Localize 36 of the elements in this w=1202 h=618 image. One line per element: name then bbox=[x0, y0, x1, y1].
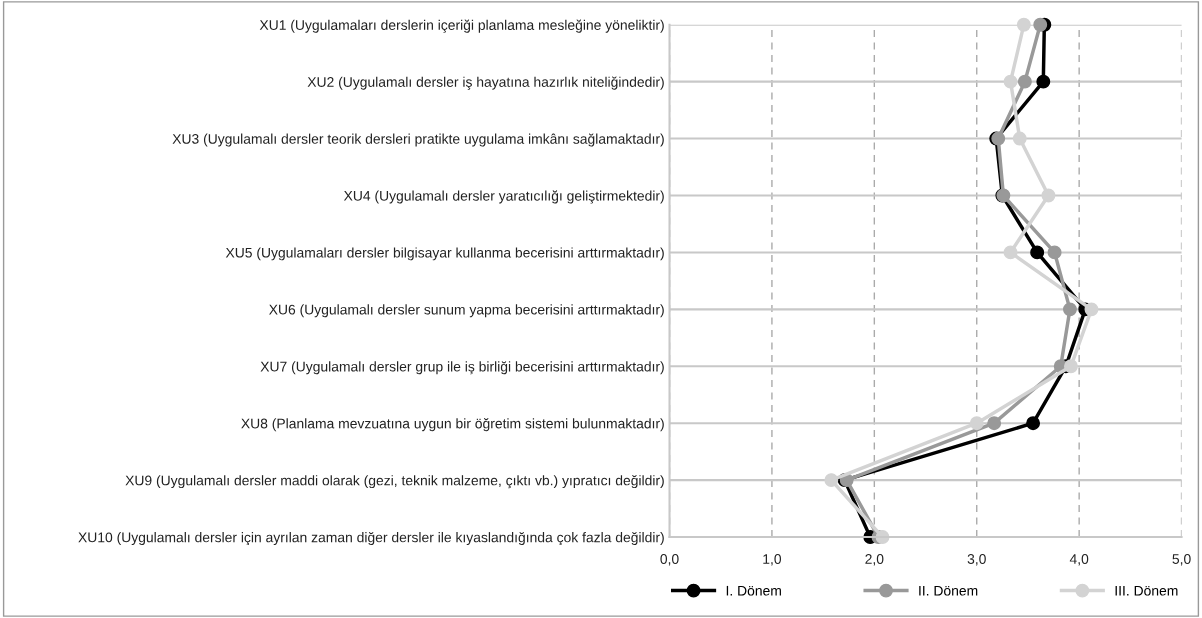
x-tick-label: 1,0 bbox=[763, 554, 782, 566]
x-tick-label: 0,0 bbox=[660, 554, 679, 566]
y-tick-label: XU8 (Planlama mevzuatına uygun bir öğretim sistemi bulunmaktadır) bbox=[241, 418, 664, 432]
point bbox=[1033, 17, 1048, 32]
point bbox=[1017, 74, 1032, 89]
y-tick-label: XU2 (Uygulamalı dersler iş hayatına hazırlık niteliğindedir) bbox=[307, 76, 664, 90]
point bbox=[1064, 359, 1078, 374]
point bbox=[1041, 188, 1056, 203]
y-tick-label: XU5 (Uygulamaları dersler bilgisayar kullanma becerisini arttırmaktadır) bbox=[225, 247, 664, 261]
point bbox=[987, 416, 1002, 431]
point bbox=[1003, 245, 1018, 260]
y-tick-label: XU9 (Uygulamalı dersler maddi olarak (gezi, teknik malzeme, çıktı vb.) yıpratıcı değildir) bbox=[125, 475, 664, 489]
point bbox=[969, 416, 984, 431]
x-tick-label: 3,0 bbox=[967, 554, 986, 566]
x-tick-label: 5,0 bbox=[1172, 554, 1191, 566]
legend-label: III. Dönem bbox=[1115, 585, 1178, 596]
y-tick-label: XU1 (Uygulamaları derslerin içeriği planlama mesleğine yöneliktir) bbox=[259, 19, 664, 33]
legend-label: I. Dönem bbox=[726, 585, 781, 596]
y-tick-label: XU10 (Uygulamalı dersler için ayrılan zaman diğer dersler ile kıyaslandığında çok fazla değildir) bbox=[78, 531, 664, 546]
point bbox=[1026, 416, 1041, 431]
point bbox=[824, 473, 839, 488]
x-tick-label: 2,0 bbox=[865, 554, 884, 566]
point bbox=[1016, 17, 1031, 32]
y-tick-label: XU6 (Uygulamalı dersler sunum yapma becerisini arttırmaktadır) bbox=[269, 304, 664, 318]
point bbox=[1062, 302, 1077, 317]
point bbox=[1030, 245, 1045, 260]
y-tick-label: XU4 (Uygulamalı dersler yaratıcılığı geliştirmektedir) bbox=[343, 190, 664, 204]
legend-label: II. Dönem bbox=[919, 585, 978, 596]
point bbox=[1012, 131, 1027, 146]
point bbox=[1036, 74, 1051, 89]
point bbox=[1047, 245, 1062, 260]
x-tick-label: 4,0 bbox=[1069, 554, 1089, 566]
y-tick-label: XU7 (Uygulamalı dersler grup ile iş birliği becerisini arttırmaktadır) bbox=[260, 361, 664, 375]
point bbox=[1084, 302, 1099, 317]
point bbox=[1003, 74, 1018, 89]
y-tick-label: XU3 (Uygulamalı dersler teorik dersleri pratikte uygulama imkânı sağlamaktadır) bbox=[172, 133, 664, 147]
